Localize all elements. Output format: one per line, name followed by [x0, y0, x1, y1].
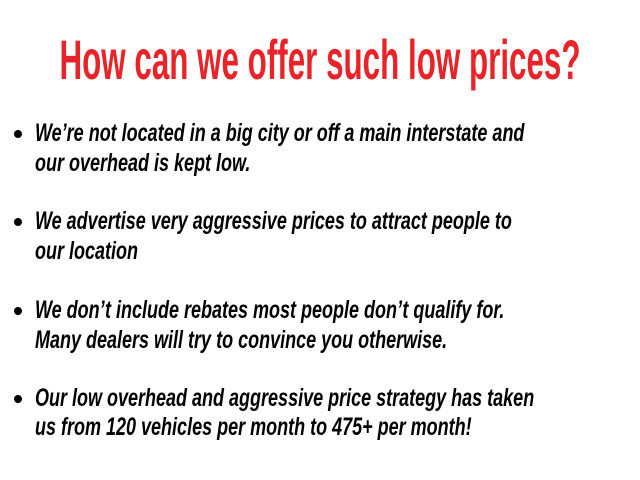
bullet-4-line-2: us from 120 vehicles per month to 475+ p… [35, 413, 472, 441]
bullet-icon [14, 218, 22, 226]
bullet-icon [14, 395, 22, 403]
bullet-3-line-1: We don’t include rebates most people don… [35, 296, 505, 324]
bullet-1-line-1: We’re not located in a big city or off a… [35, 119, 525, 147]
bullet-2-line-2: our location [35, 237, 139, 265]
bullet-1-line-2: our overhead is kept low. [35, 149, 251, 177]
bullet-3-line-2: Many dealers will try to convince you ot… [35, 326, 448, 354]
bullet-2-line-1: We advertise very aggressive prices to a… [35, 207, 512, 235]
slide-title: How can we offer such low prices? [59, 28, 581, 91]
bullet-4-line-1: Our low overhead and aggressive price st… [35, 384, 535, 412]
bullet-icon [14, 307, 22, 315]
bullet-icon [14, 130, 22, 138]
